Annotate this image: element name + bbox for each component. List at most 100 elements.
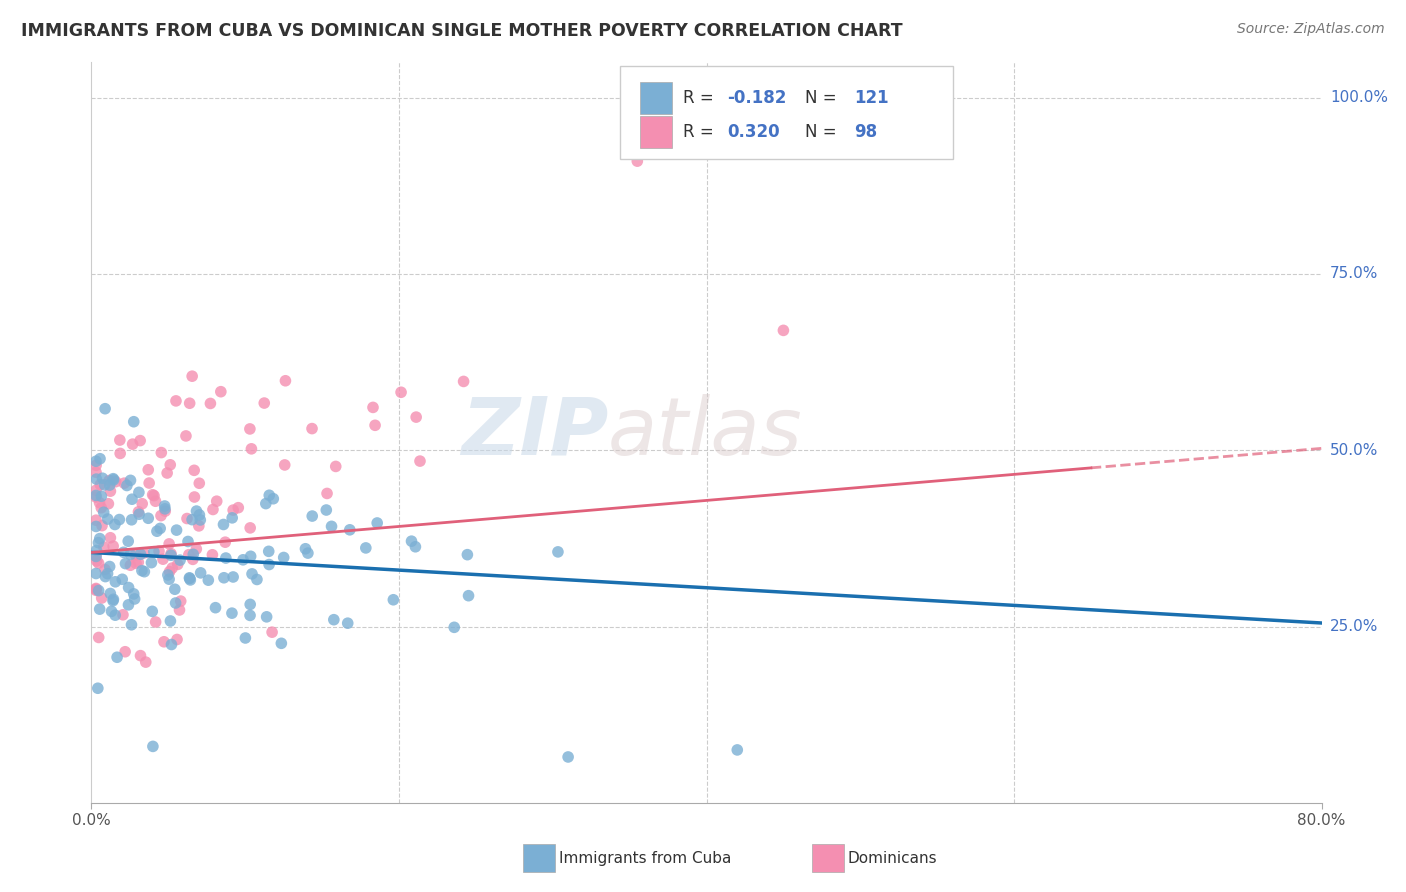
Point: [134, 565, 156, 579]
Point: [336, 616, 359, 631]
Text: R =: R =: [683, 89, 718, 107]
Text: N =: N =: [804, 123, 842, 141]
Point: [297, 546, 319, 560]
Point: [181, 369, 204, 384]
Point: [409, 454, 432, 468]
Point: [239, 608, 262, 623]
Point: [114, 557, 136, 571]
Point: [89, 477, 111, 491]
Point: [84, 582, 107, 596]
Point: [89, 496, 111, 510]
Point: [142, 488, 165, 502]
Text: R =: R =: [683, 123, 718, 141]
Point: [170, 594, 193, 608]
Point: [183, 490, 205, 504]
Point: [84, 549, 107, 564]
Point: [125, 557, 148, 571]
Point: [86, 554, 108, 568]
Point: [222, 503, 245, 517]
Point: [366, 516, 388, 530]
Point: [240, 442, 263, 456]
Point: [135, 655, 157, 669]
Point: [453, 375, 475, 389]
Point: [120, 558, 142, 573]
Point: [201, 548, 224, 562]
Point: [103, 472, 125, 486]
Point: [98, 559, 121, 574]
Point: [201, 502, 224, 516]
Point: [274, 374, 297, 388]
Point: [156, 466, 179, 480]
Point: [181, 547, 204, 561]
Point: [131, 497, 153, 511]
Point: [166, 558, 188, 572]
Text: ZIP: ZIP: [461, 393, 607, 472]
Text: 0.320: 0.320: [727, 123, 780, 141]
Point: [153, 501, 176, 516]
Point: [100, 484, 122, 499]
FancyBboxPatch shape: [523, 844, 555, 872]
Point: [361, 401, 384, 415]
Text: Immigrants from Cuba: Immigrants from Cuba: [558, 851, 731, 866]
Point: [145, 615, 167, 629]
Point: [98, 586, 121, 600]
Point: [127, 555, 149, 569]
Point: [186, 541, 208, 556]
Point: [169, 603, 191, 617]
Point: [86, 472, 108, 486]
Point: [101, 593, 124, 607]
Point: [98, 474, 121, 488]
Point: [179, 396, 201, 410]
Point: [232, 553, 254, 567]
Point: [90, 591, 112, 605]
Point: [117, 598, 139, 612]
Point: [84, 513, 107, 527]
Point: [205, 494, 228, 508]
Text: 98: 98: [853, 123, 877, 141]
FancyBboxPatch shape: [620, 66, 952, 159]
Point: [294, 541, 316, 556]
Point: [214, 535, 236, 549]
Point: [222, 570, 245, 584]
Point: [132, 546, 155, 560]
Point: [177, 534, 200, 549]
Text: 121: 121: [853, 89, 889, 107]
Point: [246, 573, 269, 587]
Point: [84, 483, 107, 498]
Point: [190, 566, 212, 580]
Point: [136, 511, 159, 525]
Point: [200, 396, 222, 410]
Point: [169, 553, 191, 567]
Point: [443, 620, 465, 634]
Point: [221, 606, 243, 620]
Point: [153, 499, 176, 513]
Point: [145, 494, 167, 508]
Text: -0.182: -0.182: [727, 89, 787, 107]
Point: [257, 544, 280, 558]
Point: [457, 589, 479, 603]
Point: [103, 592, 125, 607]
Point: [174, 429, 197, 443]
Point: [160, 549, 183, 563]
Point: [256, 610, 278, 624]
Point: [84, 458, 107, 473]
Point: [87, 681, 110, 696]
Point: [401, 534, 423, 549]
Point: [166, 523, 188, 537]
Point: [725, 743, 748, 757]
FancyBboxPatch shape: [813, 844, 844, 872]
Point: [128, 485, 150, 500]
Point: [104, 608, 127, 623]
Point: [124, 548, 146, 562]
Point: [215, 551, 238, 566]
Point: [84, 454, 107, 468]
Point: [177, 548, 200, 562]
Point: [84, 465, 107, 479]
Point: [91, 471, 114, 485]
Point: [204, 600, 226, 615]
Point: [212, 571, 235, 585]
Point: [112, 545, 135, 559]
Point: [153, 634, 176, 648]
Point: [121, 492, 143, 507]
Point: [188, 508, 211, 522]
